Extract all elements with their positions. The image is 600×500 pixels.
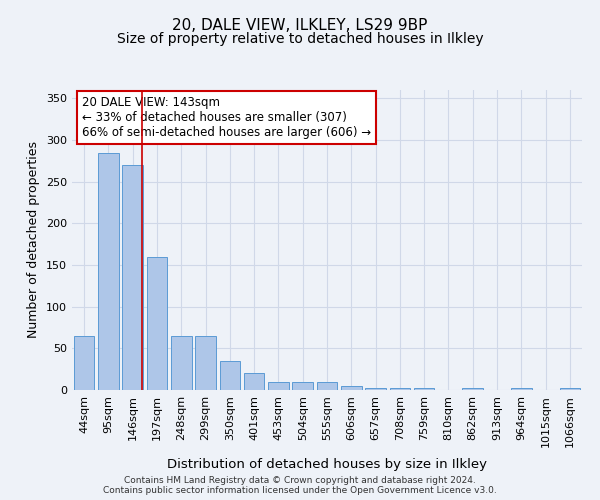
Bar: [511, 388, 532, 390]
Bar: [74, 336, 94, 390]
Bar: [98, 152, 119, 390]
Bar: [220, 361, 240, 390]
Bar: [122, 165, 143, 390]
Bar: [463, 388, 483, 390]
Bar: [414, 388, 434, 390]
Text: Contains HM Land Registry data © Crown copyright and database right 2024.
Contai: Contains HM Land Registry data © Crown c…: [103, 476, 497, 495]
Bar: [365, 388, 386, 390]
Bar: [244, 374, 265, 390]
Bar: [389, 388, 410, 390]
X-axis label: Distribution of detached houses by size in Ilkley: Distribution of detached houses by size …: [167, 458, 487, 470]
Bar: [195, 336, 216, 390]
Bar: [171, 336, 191, 390]
Bar: [317, 382, 337, 390]
Text: Size of property relative to detached houses in Ilkley: Size of property relative to detached ho…: [116, 32, 484, 46]
Bar: [560, 388, 580, 390]
Y-axis label: Number of detached properties: Number of detached properties: [28, 142, 40, 338]
Text: 20, DALE VIEW, ILKLEY, LS29 9BP: 20, DALE VIEW, ILKLEY, LS29 9BP: [172, 18, 428, 32]
Bar: [341, 386, 362, 390]
Bar: [268, 382, 289, 390]
Bar: [292, 382, 313, 390]
Text: 20 DALE VIEW: 143sqm
← 33% of detached houses are smaller (307)
66% of semi-deta: 20 DALE VIEW: 143sqm ← 33% of detached h…: [82, 96, 371, 139]
Bar: [146, 256, 167, 390]
